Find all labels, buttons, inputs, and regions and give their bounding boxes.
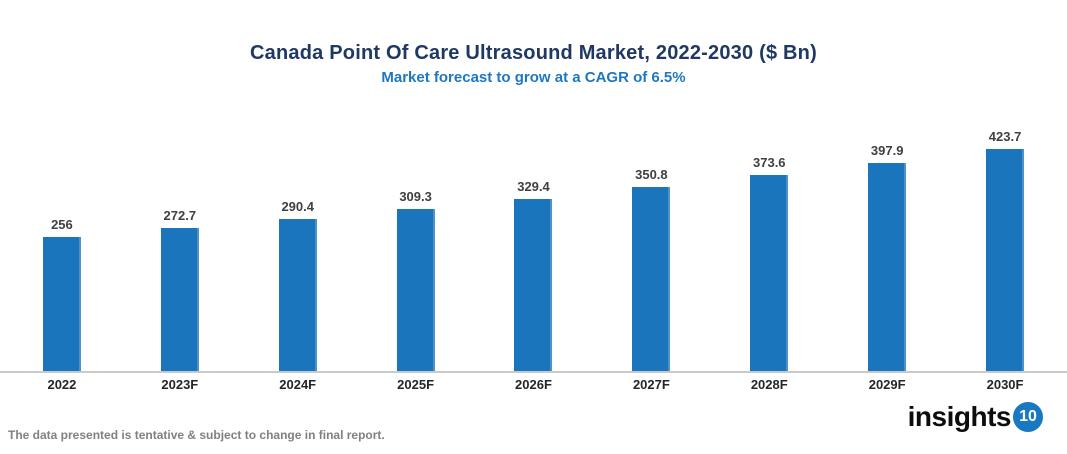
bar-column: 290.4 — [239, 100, 357, 372]
x-axis-label: 2029F — [868, 377, 906, 392]
bar-column: 272.7 — [121, 100, 239, 372]
bar-column: 373.6 — [710, 100, 828, 372]
bar — [514, 199, 553, 372]
x-axis-label: 2025F — [397, 377, 435, 392]
bar-value-label: 290.4 — [281, 199, 314, 214]
logo-text: insights — [907, 401, 1012, 432]
chart-title: Canada Point Of Care Ultrasound Market, … — [250, 42, 817, 64]
footnote: The data presented is tentative & subjec… — [8, 428, 385, 442]
bar — [278, 219, 317, 372]
bar-value-label: 256 — [51, 217, 73, 232]
x-axis-line — [0, 371, 1067, 373]
x-axis-label: 2024F — [279, 377, 317, 392]
bar-value-label: 373.6 — [753, 155, 786, 170]
bar — [160, 228, 199, 372]
x-axis-label: 2028F — [750, 377, 788, 392]
bar — [868, 163, 907, 372]
insights10-logo: insights 10 — [908, 401, 1043, 433]
logo-badge: 10 — [1013, 402, 1043, 432]
x-axis-label: 2022 — [47, 377, 77, 392]
plot-area: 256 272.7 290.4 309.3 329.4 350.8 373.6 397.9 42… — [3, 100, 1064, 372]
bar-column: 256 — [3, 100, 121, 372]
bar-value-label: 397.9 — [870, 143, 904, 158]
x-axis-label: 2026F — [515, 377, 552, 392]
bar-value-label: 329.4 — [517, 179, 550, 194]
bar — [986, 149, 1025, 372]
bar — [42, 237, 81, 372]
bar-column: 350.8 — [592, 100, 710, 372]
bar — [750, 175, 789, 372]
chart-subtitle: Market forecast to grow at a CAGR of 6.5… — [381, 69, 686, 86]
bar-value-label: 309.3 — [399, 189, 432, 204]
bar-value-label: 272.7 — [163, 208, 197, 223]
x-axis-labels: 2022 2023F 2024F 2025F 2026F 2027F 2028F 2029F 2… — [3, 377, 1064, 392]
bar-value-label: 350.8 — [635, 167, 668, 182]
bar-column: 397.9 — [828, 100, 946, 372]
x-axis-label: 2027F — [632, 377, 670, 392]
bar — [396, 209, 435, 372]
bar — [632, 187, 671, 372]
x-axis-label: 2023F — [161, 377, 199, 392]
x-axis-label: 2030F — [986, 377, 1024, 392]
bar-column: 423.7 — [946, 100, 1064, 372]
bar-column: 329.4 — [475, 100, 593, 372]
bar-column: 309.3 — [357, 100, 475, 372]
bar-value-label: 423.7 — [988, 129, 1022, 144]
